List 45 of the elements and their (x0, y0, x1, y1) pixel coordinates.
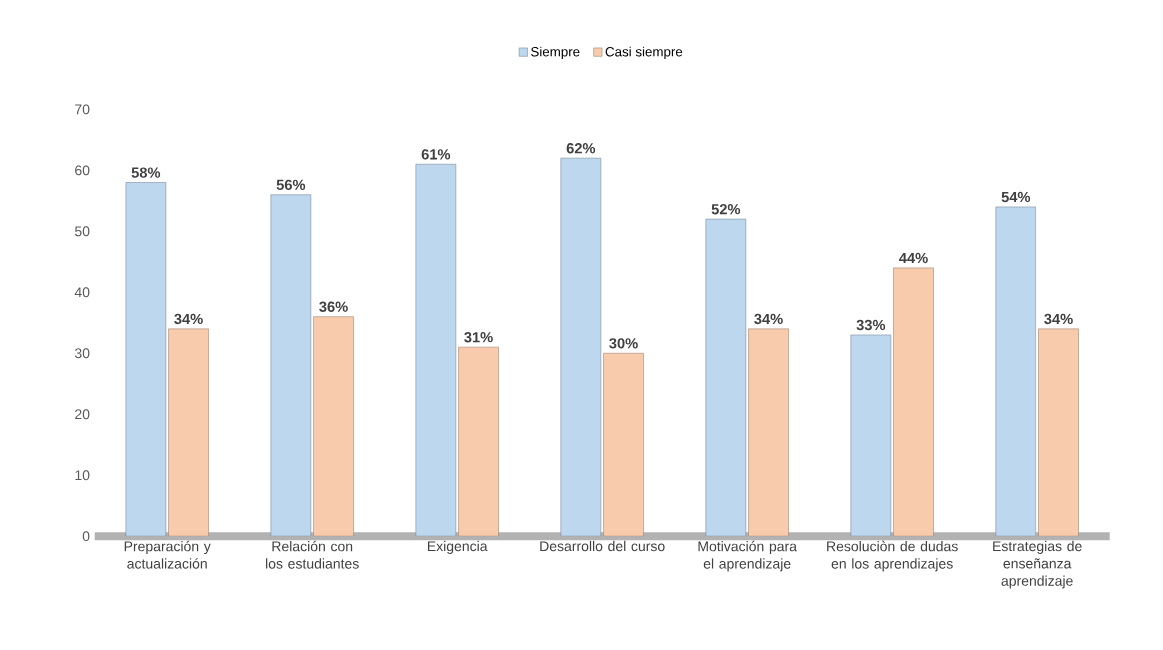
legend-label: Siempre (531, 46, 580, 60)
data-label: 52% (711, 204, 741, 215)
bar (995, 206, 1037, 537)
bar (1038, 328, 1079, 537)
data-label: 44% (899, 253, 928, 264)
data-label: 30% (609, 338, 638, 349)
bar (893, 267, 934, 537)
x-tick-label: Exigencia (427, 541, 488, 555)
data-label: 61% (421, 149, 451, 160)
x-tick-label: Desarrollo del curso (540, 541, 665, 552)
bar (270, 194, 312, 537)
bar (705, 219, 747, 537)
bar (415, 164, 457, 537)
data-label: 34% (754, 313, 783, 325)
y-tick-label: 0 (82, 531, 90, 542)
y-tick-label: 30 (74, 348, 90, 359)
data-label: 31% (464, 332, 493, 343)
bar (603, 353, 644, 537)
x-tick-label: Motivación para el aprendizaje (698, 541, 797, 572)
y-tick-label: 10 (75, 470, 90, 481)
data-label: 34% (1044, 313, 1073, 325)
bar (748, 328, 789, 537)
y-tick-label: 50 (74, 226, 90, 237)
data-label: 58% (131, 167, 161, 179)
x-tick-label: Resoluciòn de dudas en los aprendizajes (827, 541, 958, 572)
bar (850, 334, 892, 537)
bar (313, 316, 354, 537)
x-tick-label: Preparación y actualización (124, 541, 211, 569)
legend-label: Casi siempre (605, 46, 683, 60)
data-label: 56% (276, 179, 306, 191)
data-label: 62% (566, 143, 596, 154)
y-tick-label: 70 (75, 104, 90, 115)
bar (458, 347, 499, 537)
bar (168, 328, 209, 537)
y-tick-label: 60 (75, 165, 90, 176)
data-label: 36% (319, 301, 348, 313)
bar (560, 158, 602, 537)
y-tick-label: 40 (74, 287, 90, 298)
x-tick-label: Estrategias de enseñanza aprendizaje (993, 541, 1082, 589)
data-label: 34% (174, 313, 203, 325)
x-tick-label: Relación con los estudiantes (266, 541, 359, 569)
bar (125, 182, 167, 537)
data-label: 33% (856, 320, 886, 331)
data-label: 54% (1001, 192, 1031, 203)
y-tick-label: 20 (75, 409, 90, 420)
